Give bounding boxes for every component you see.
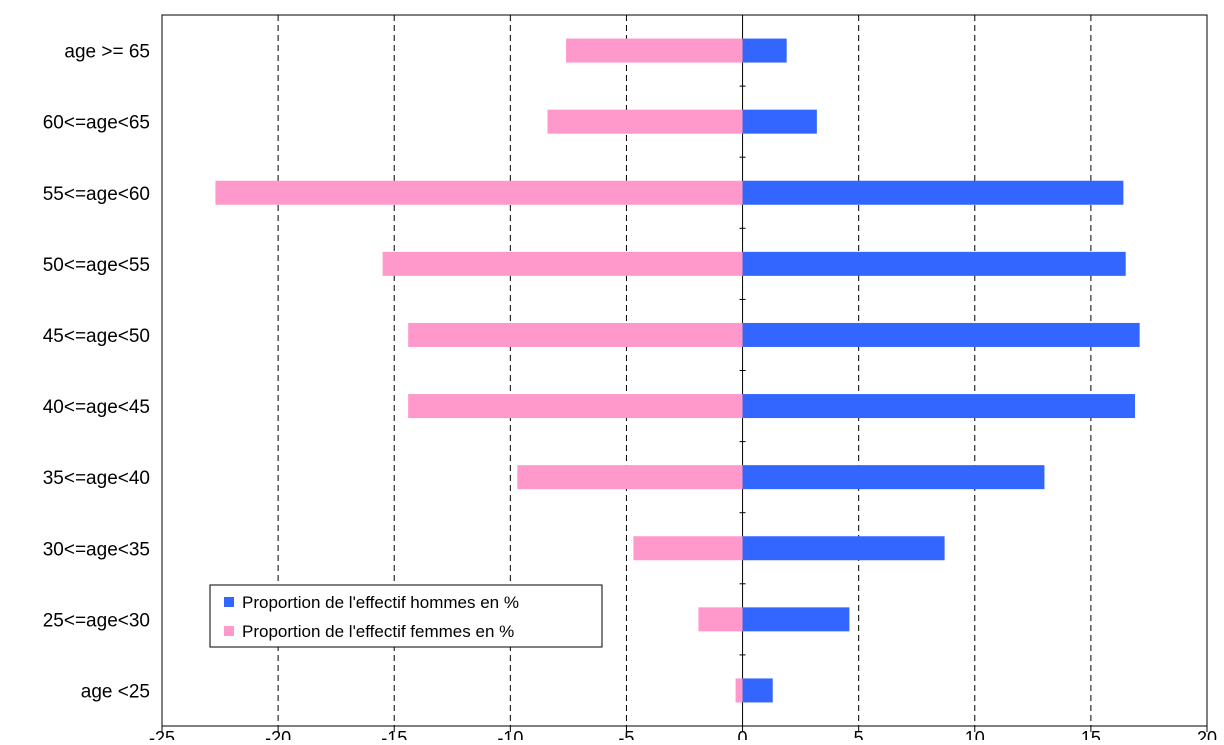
bar-hommes	[742, 465, 1045, 490]
x-tick-label: 5	[854, 728, 864, 740]
x-tick-label: 15	[1081, 728, 1101, 740]
bar-hommes	[742, 394, 1136, 419]
y-category-label: 40<=age<45	[43, 397, 150, 418]
bar-hommes	[742, 322, 1140, 347]
bar-hommes	[742, 678, 773, 703]
legend-label: Proportion de l'effectif femmes en %	[242, 622, 514, 641]
y-category-label: 50<=age<55	[43, 255, 150, 276]
bar-hommes	[742, 536, 945, 561]
y-category-label: 35<=age<40	[43, 468, 150, 489]
x-tick-label: -15	[381, 728, 407, 740]
plot-area-border	[161, 14, 1208, 727]
bar-femmes	[517, 465, 743, 490]
bar-femmes	[215, 180, 743, 205]
bar-femmes	[382, 251, 743, 276]
x-tick-label: -10	[497, 728, 523, 740]
legend-label: Proportion de l'effectif hommes en %	[242, 593, 519, 612]
y-category-label: age >= 65	[64, 42, 150, 63]
x-tick-label: 10	[965, 728, 985, 740]
legend-box	[209, 584, 603, 648]
bar-femmes	[633, 536, 743, 561]
bar-femmes	[698, 607, 743, 632]
legend-swatch	[224, 597, 234, 607]
y-category-label: 30<=age<35	[43, 539, 150, 560]
x-tick-label: 20	[1197, 728, 1217, 740]
bar-femmes	[735, 678, 743, 703]
x-tick-label: -5	[618, 728, 634, 740]
y-category-label: 25<=age<30	[43, 610, 150, 631]
bar-hommes	[742, 607, 850, 632]
x-tick-label: -20	[265, 728, 291, 740]
bar-femmes	[408, 322, 743, 347]
bar-femmes	[566, 38, 743, 63]
bar-hommes	[742, 251, 1126, 276]
bar-hommes	[742, 180, 1124, 205]
y-category-label: 45<=age<50	[43, 326, 150, 347]
x-tick-label: 0	[738, 728, 748, 740]
bar-hommes	[742, 109, 817, 134]
bar-hommes	[742, 38, 787, 63]
y-category-label: 60<=age<65	[43, 113, 150, 134]
y-category-label: 55<=age<60	[43, 184, 150, 205]
bar-femmes	[408, 394, 743, 419]
legend-swatch	[224, 626, 234, 636]
y-category-label: age <25	[81, 681, 150, 702]
bar-femmes	[547, 109, 743, 134]
x-tick-label: -25	[149, 728, 175, 740]
